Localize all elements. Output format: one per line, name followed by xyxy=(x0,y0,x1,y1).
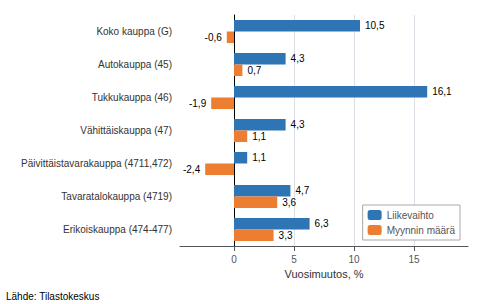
svg-text:-0,6: -0,6 xyxy=(205,32,223,43)
svg-text:10,5: 10,5 xyxy=(365,20,385,31)
svg-text:Vuosimuutos, %: Vuosimuutos, % xyxy=(284,268,363,280)
svg-text:Tukkukauppa (46): Tukkukauppa (46) xyxy=(92,92,172,103)
svg-text:1,1: 1,1 xyxy=(252,131,266,142)
svg-text:Liikevaihto: Liikevaihto xyxy=(387,210,435,221)
svg-text:0,7: 0,7 xyxy=(247,65,261,76)
svg-text:Päivittäistavarakauppa (4711,4: Päivittäistavarakauppa (4711,472) xyxy=(21,158,172,169)
svg-text:4,3: 4,3 xyxy=(291,53,305,64)
svg-text:Vähittäiskauppa (47): Vähittäiskauppa (47) xyxy=(80,125,172,136)
svg-text:Erikoiskauppa (474-477): Erikoiskauppa (474-477) xyxy=(63,224,172,235)
svg-text:Koko kauppa (G): Koko kauppa (G) xyxy=(96,26,172,37)
svg-text:Autokauppa (45): Autokauppa (45) xyxy=(98,59,172,70)
svg-text:3,3: 3,3 xyxy=(279,230,293,241)
svg-text:4,3: 4,3 xyxy=(291,119,305,130)
svg-text:Myynnin määrä: Myynnin määrä xyxy=(387,225,456,236)
svg-text:-1,9: -1,9 xyxy=(189,98,207,109)
svg-text:5: 5 xyxy=(291,254,297,265)
svg-text:16,1: 16,1 xyxy=(432,86,452,97)
svg-text:Lähde: Tilastokeskus: Lähde: Tilastokeskus xyxy=(6,291,99,302)
svg-text:4,7: 4,7 xyxy=(295,185,309,196)
svg-text:0: 0 xyxy=(231,254,237,265)
svg-text:-2,4: -2,4 xyxy=(183,164,201,175)
svg-text:3,6: 3,6 xyxy=(282,197,296,208)
svg-text:Tavaratalokauppa (4719): Tavaratalokauppa (4719) xyxy=(61,191,172,202)
svg-text:6,3: 6,3 xyxy=(315,218,329,229)
svg-text:15: 15 xyxy=(408,254,420,265)
svg-text:10: 10 xyxy=(348,254,360,265)
svg-text:1,1: 1,1 xyxy=(252,152,266,163)
